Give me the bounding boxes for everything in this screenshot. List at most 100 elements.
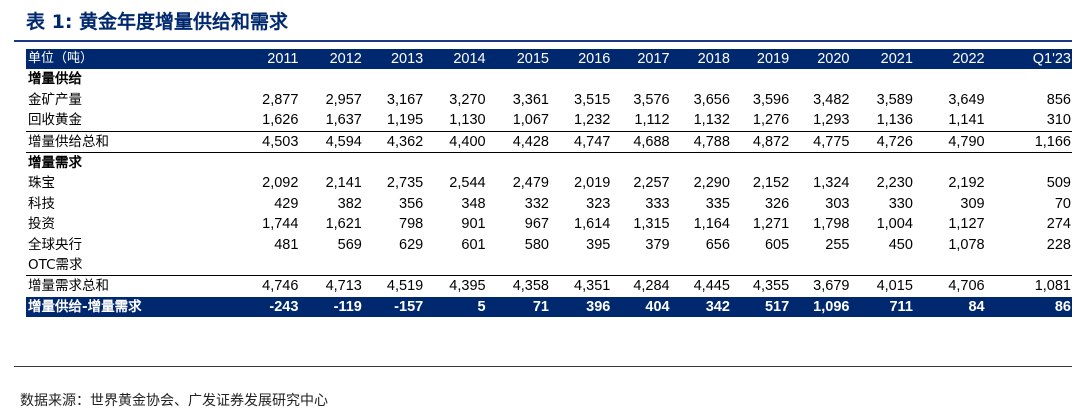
- value-cell: 303: [825, 195, 850, 212]
- value-cell: 4,594: [299, 130, 363, 153]
- table-row: 投资 1,744 1,621 798 901 967 1,614 1,315 1,164 1,27…: [26, 214, 1072, 234]
- value-cell: 517: [764, 298, 790, 315]
- value-cell: 1,164: [693, 216, 730, 233]
- value-cell: 4,358: [486, 275, 550, 297]
- value-cell: 404: [645, 298, 670, 315]
- value-cell: 1,127: [948, 216, 985, 233]
- empty-cell: [790, 152, 851, 174]
- value-cell: 1,315: [633, 216, 670, 233]
- value-cell: 967: [524, 216, 549, 233]
- row-label: 全球央行: [28, 236, 82, 253]
- value-cell: 1,195: [386, 112, 424, 129]
- value-cell: 3,515: [574, 91, 611, 108]
- empty-cell: [362, 152, 425, 174]
- value-cell: 605: [764, 236, 790, 253]
- year-header: 2016: [578, 51, 611, 67]
- year-header: 2012: [329, 51, 362, 67]
- empty-cell: [914, 69, 986, 89]
- value-cell: 1,798: [813, 216, 850, 233]
- value-cell: [231, 255, 300, 276]
- value-cell: 1,166: [985, 130, 1072, 153]
- value-cell: 2,152: [752, 175, 790, 192]
- value-cell: 5: [477, 298, 486, 315]
- empty-cell: [230, 152, 300, 174]
- value-cell: 1,130: [449, 112, 486, 129]
- value-cell: [487, 255, 550, 276]
- section-row: 增量需求: [26, 152, 1072, 174]
- empty-cell: [611, 152, 671, 174]
- value-cell: 382: [337, 195, 362, 212]
- empty-cell: [986, 69, 1072, 89]
- value-cell: 1,136: [876, 112, 913, 129]
- value-cell: 1,112: [634, 112, 670, 129]
- row-label: OTC需求: [28, 257, 83, 274]
- value-cell: 348: [461, 195, 486, 212]
- value-cell: 310: [1046, 112, 1071, 129]
- value-cell: 323: [586, 195, 611, 212]
- value-cell: 4,775: [790, 130, 851, 153]
- empty-cell: [731, 69, 790, 89]
- value-cell: 1,276: [752, 112, 790, 129]
- value-cell: 2,092: [262, 175, 299, 192]
- value-cell: 332: [524, 195, 549, 212]
- value-cell: 1,324: [813, 175, 850, 192]
- value-cell: 333: [645, 195, 670, 212]
- value-cell: 326: [764, 195, 790, 212]
- value-cell: [299, 255, 362, 276]
- row-label: 金矿产量: [28, 91, 82, 108]
- empty-cell: [985, 152, 1072, 174]
- value-cell: 86: [1054, 298, 1071, 315]
- year-header: 2014: [453, 51, 486, 67]
- table-body: 增量供给 金矿产量 2,877 2,957 3,167 3,270 3,361 3,515 3,…: [26, 69, 1072, 318]
- unit-label: 单位（吨）: [28, 51, 94, 66]
- value-cell: [914, 255, 986, 276]
- value-cell: 2,479: [512, 175, 549, 192]
- demand-total-row: 增量需求总和 4,746 4,713 4,519 4,395 4,358 4,351 4,28…: [26, 275, 1072, 297]
- value-cell: [671, 255, 731, 276]
- value-cell: 901: [461, 216, 486, 233]
- empty-cell: [424, 152, 487, 174]
- value-cell: 4,395: [424, 275, 487, 297]
- empty-cell: [550, 152, 612, 174]
- value-cell: 1,621: [325, 216, 362, 233]
- empty-cell: [790, 69, 850, 89]
- value-cell: 4,362: [362, 130, 425, 153]
- table-row: OTC需求: [26, 255, 1072, 276]
- row-label: 投资: [28, 216, 55, 233]
- value-cell: 3,589: [876, 91, 913, 108]
- year-header: Q1'23: [1032, 51, 1071, 67]
- value-cell: 580: [524, 236, 549, 253]
- value-cell: 3,649: [948, 91, 985, 108]
- value-cell: 1,132: [693, 112, 730, 129]
- source-note: 数据来源：世界黄金协会、广发证券发展研究中心: [20, 393, 328, 409]
- value-cell: 4,706: [913, 275, 986, 297]
- value-cell: [986, 255, 1072, 276]
- value-cell: 3,596: [752, 91, 790, 108]
- value-cell: 4,428: [486, 130, 550, 153]
- value-cell: [363, 255, 424, 276]
- value-cell: 3,656: [693, 91, 730, 108]
- value-cell: 379: [645, 236, 670, 253]
- table-title: 表 1: 黄金年度增量供给和需求: [26, 11, 289, 33]
- value-cell: 1,067: [512, 112, 549, 129]
- year-header: 2020: [817, 51, 850, 67]
- year-header: 2013: [390, 51, 424, 67]
- value-cell: -157: [394, 298, 424, 315]
- empty-cell: [730, 152, 791, 174]
- year-header: 2022: [952, 51, 985, 67]
- footer-divider: [14, 366, 1072, 367]
- value-cell: [611, 255, 670, 276]
- value-cell: 1,081: [985, 275, 1072, 297]
- title-divider: [14, 40, 1072, 42]
- empty-cell: [299, 69, 362, 89]
- value-cell: 71: [532, 298, 549, 315]
- value-cell: 3,482: [813, 91, 850, 108]
- row-label: 增量供给总和: [26, 130, 231, 153]
- empty-cell: [913, 152, 986, 174]
- value-cell: 1,141: [948, 112, 985, 129]
- row-label: 增量需求总和: [26, 275, 231, 297]
- empty-cell: [363, 69, 424, 89]
- value-cell: 2,957: [325, 91, 362, 108]
- value-cell: 396: [586, 298, 611, 315]
- value-cell: 798: [399, 216, 424, 233]
